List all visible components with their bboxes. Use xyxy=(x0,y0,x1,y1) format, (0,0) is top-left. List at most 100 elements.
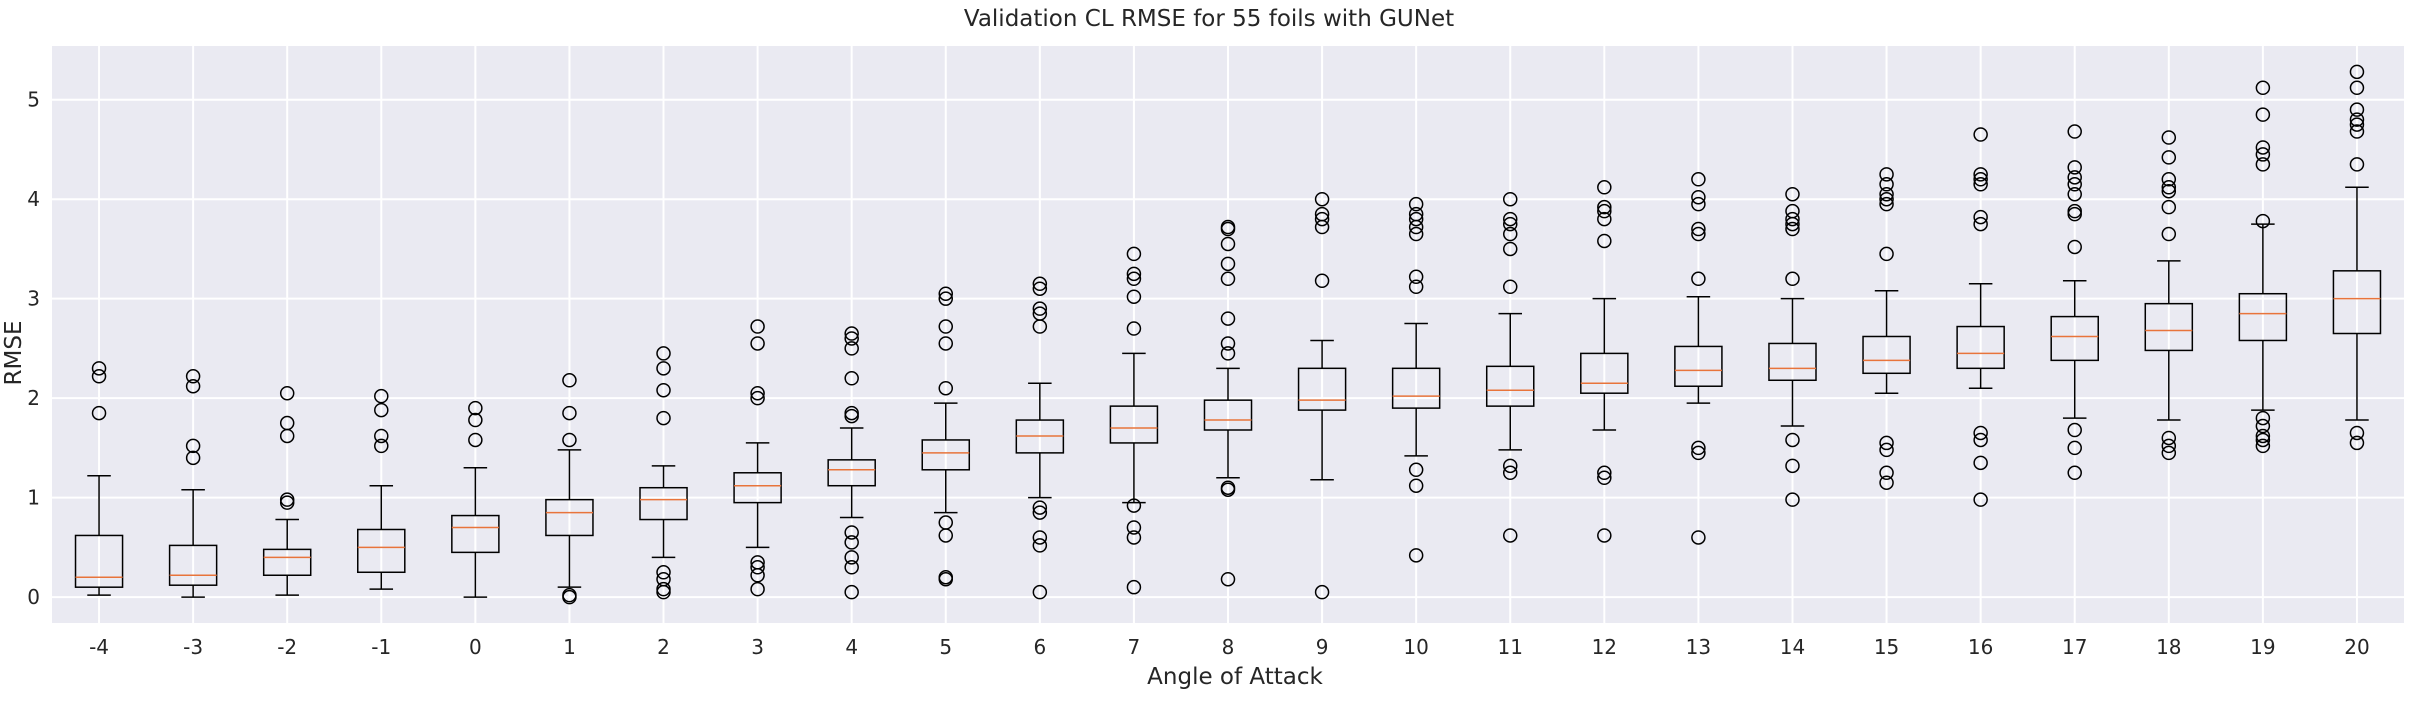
outlier-point xyxy=(656,410,671,426)
outlier-point xyxy=(656,361,671,376)
x-tick-label: -3 xyxy=(183,635,203,659)
outlier-point xyxy=(2255,80,2271,96)
outlier-point xyxy=(1879,167,1894,182)
x-tick-label: 18 xyxy=(2156,635,2181,659)
outlier-point xyxy=(1691,189,1706,205)
outlier-point xyxy=(1032,301,1048,316)
outlier-point xyxy=(844,584,859,600)
iqr-box xyxy=(1109,405,1159,444)
iqr-box xyxy=(1203,399,1253,431)
box-0 xyxy=(451,400,500,598)
outlier-point xyxy=(2067,465,2082,481)
outlier-point xyxy=(1973,492,1988,507)
x-tick-label: 7 xyxy=(1128,635,1141,659)
outlier-point xyxy=(2255,418,2271,434)
outlier-point xyxy=(1032,281,1048,296)
outlier-point xyxy=(2161,430,2177,446)
iqr-box xyxy=(639,486,688,521)
x-tick-label: -4 xyxy=(89,635,109,659)
outlier-point xyxy=(2067,239,2082,255)
outlier-point xyxy=(562,405,577,421)
outlier-point xyxy=(2255,107,2271,122)
outlier-point xyxy=(2349,80,2365,96)
y-tick-label: 4 xyxy=(27,187,40,211)
outlier-point xyxy=(468,432,483,448)
outlier-point xyxy=(1973,209,1988,225)
outlier-point xyxy=(91,405,107,421)
outlier-point xyxy=(2255,428,2271,444)
outlier-point xyxy=(1126,246,1142,262)
iqr-box xyxy=(733,472,782,504)
outlier-point xyxy=(938,291,954,306)
x-tick-label: -2 xyxy=(277,635,297,659)
outlier-point xyxy=(1597,465,1612,481)
outlier-point xyxy=(2349,117,2365,132)
x-tick-label: 9 xyxy=(1316,635,1329,659)
outlier-point xyxy=(2255,140,2271,155)
iqr-box xyxy=(1956,325,2005,370)
outlier-point xyxy=(1973,432,1988,448)
outlier-point xyxy=(844,326,859,341)
outlier-point xyxy=(1314,191,1330,207)
x-tick-label: 19 xyxy=(2250,635,2275,659)
box-2 xyxy=(639,346,688,600)
outlier-point xyxy=(656,565,671,580)
outlier-point xyxy=(1126,266,1142,282)
box-1 xyxy=(545,373,594,605)
outlier-point xyxy=(750,385,765,401)
outlier-point xyxy=(1597,180,1612,195)
iqr-box xyxy=(1580,352,1629,394)
outlier-point xyxy=(1691,172,1706,187)
outlier-point xyxy=(938,569,954,585)
outlier-point xyxy=(279,415,295,431)
x-tick-label: 16 xyxy=(1968,635,1993,659)
outlier-point xyxy=(185,378,201,394)
outlier-point xyxy=(1597,203,1612,219)
outlier-point xyxy=(1314,211,1330,227)
outlier-point xyxy=(2255,213,2271,229)
box-18 xyxy=(2144,130,2194,461)
outlier-point xyxy=(1785,186,1800,202)
x-tick-label: 11 xyxy=(1498,635,1523,659)
outlier-point xyxy=(279,492,295,507)
outlier-point xyxy=(750,336,765,351)
x-tick-label: 4 xyxy=(845,635,858,659)
outlier-point xyxy=(1220,311,1236,326)
outlier-point xyxy=(1973,127,1988,142)
outlier-point xyxy=(1408,269,1424,285)
x-tick-label: 17 xyxy=(2062,635,2087,659)
outlier-point xyxy=(374,428,389,444)
outlier-point xyxy=(844,560,859,575)
outlier-point xyxy=(1785,211,1800,227)
outlier-point xyxy=(2255,410,2271,426)
outlier-point xyxy=(2349,112,2365,127)
outlier-point xyxy=(1502,465,1518,481)
outlier-point xyxy=(1032,538,1048,553)
box-7 xyxy=(1109,246,1159,595)
box-17 xyxy=(2050,124,2099,481)
outlier-point xyxy=(1785,221,1800,237)
outlier-point xyxy=(1879,246,1894,262)
iqr-box xyxy=(1768,342,1817,382)
x-tick-label: 15 xyxy=(1874,635,1899,659)
outlier-point xyxy=(844,341,859,356)
outlier-point xyxy=(1314,206,1330,222)
outlier-point xyxy=(2349,124,2365,139)
outlier-point xyxy=(844,525,859,540)
outlier-point xyxy=(562,432,577,448)
outlier-point xyxy=(1879,191,1894,207)
outlier-point xyxy=(562,373,577,388)
outlier-point xyxy=(1691,196,1706,212)
outlier-point xyxy=(1502,226,1518,242)
outlier-point xyxy=(1032,306,1048,321)
iqr-box xyxy=(1485,365,1535,407)
outlier-point xyxy=(844,371,859,386)
box-14 xyxy=(1768,186,1817,507)
y-tick-label: 2 xyxy=(27,386,40,410)
x-tick-label: 20 xyxy=(2344,635,2369,659)
outlier-point xyxy=(1597,528,1612,543)
outlier-point xyxy=(1408,462,1424,478)
outlier-point xyxy=(1408,279,1424,294)
outlier-point xyxy=(2161,183,2177,199)
